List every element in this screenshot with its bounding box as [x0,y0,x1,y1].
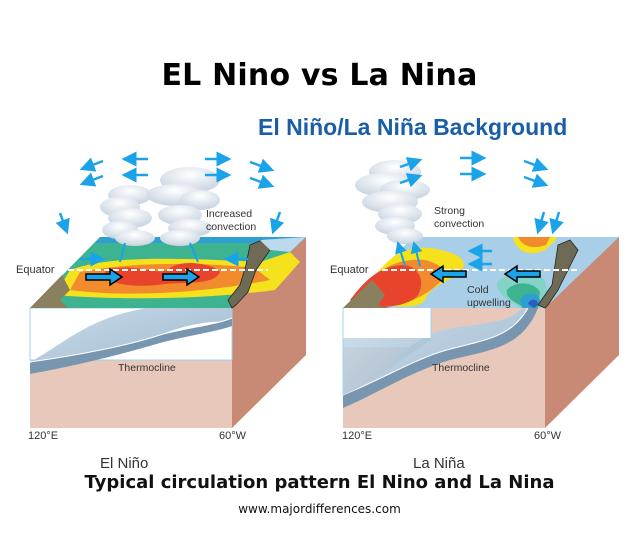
convection-line1: Strong [434,205,465,217]
la-nina-current-arrow-1 [429,264,467,284]
la-nina-panel [342,150,619,428]
la-nina-current-arrow-2 [503,264,541,284]
el-nino-clouds [100,167,220,246]
el-nino-thermocline-label: Thermocline [118,362,176,374]
el-nino-equator-label: Equator [16,264,55,276]
la-nina-upwelling-label: Cold upwelling [467,284,511,310]
la-nina-upper-wind-arrows [399,150,564,235]
convection-line2: convection [206,221,257,233]
upwelling-line1: Cold [467,284,489,296]
el-nino-longitude-west: 120°E [28,430,59,442]
el-nino-panel-title: El Niño [100,455,149,472]
el-nino-current-arrow-1 [85,267,124,287]
el-nino-thermocline [30,318,232,374]
website-credit: www.majordifferences.com [238,502,401,516]
upwelling-line2: upwelling [467,297,511,309]
diagram-caption: Typical circulation pattern El Nino and … [84,472,555,493]
la-nina-clouds [355,160,430,244]
convection-line2: convection [434,218,485,230]
el-nino-panel [29,151,306,428]
la-nina-panel-title: La Niña [413,455,465,472]
la-nina-thermocline [343,308,538,408]
la-nina-cold-upwelling-area [528,299,538,308]
el-nino-current-arrow-2 [162,267,201,287]
la-nina-longitude-west: 120°E [342,430,373,442]
el-nino-longitude-east: 60°W [219,430,247,442]
la-nina-thermocline-label: Thermocline [432,362,490,374]
la-nina-equator-label: Equator [330,264,369,276]
la-nina-longitude-east: 60°W [534,430,562,442]
la-nina-convection-label: Strong convection [434,205,484,231]
main-title: EL Nino vs La Nina [161,58,478,93]
el-nino-upper-wind-arrows [55,151,285,235]
el-nino-convection-label: Increased convection [206,208,256,234]
convection-line1: Increased [206,208,253,220]
diagram-subtitle: El Niño/La Niña Background [258,114,568,140]
